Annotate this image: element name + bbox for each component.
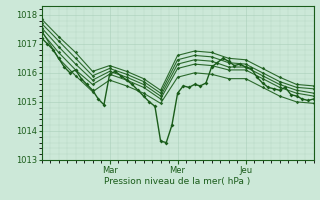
X-axis label: Pression niveau de la mer( hPa ): Pression niveau de la mer( hPa ) (104, 177, 251, 186)
